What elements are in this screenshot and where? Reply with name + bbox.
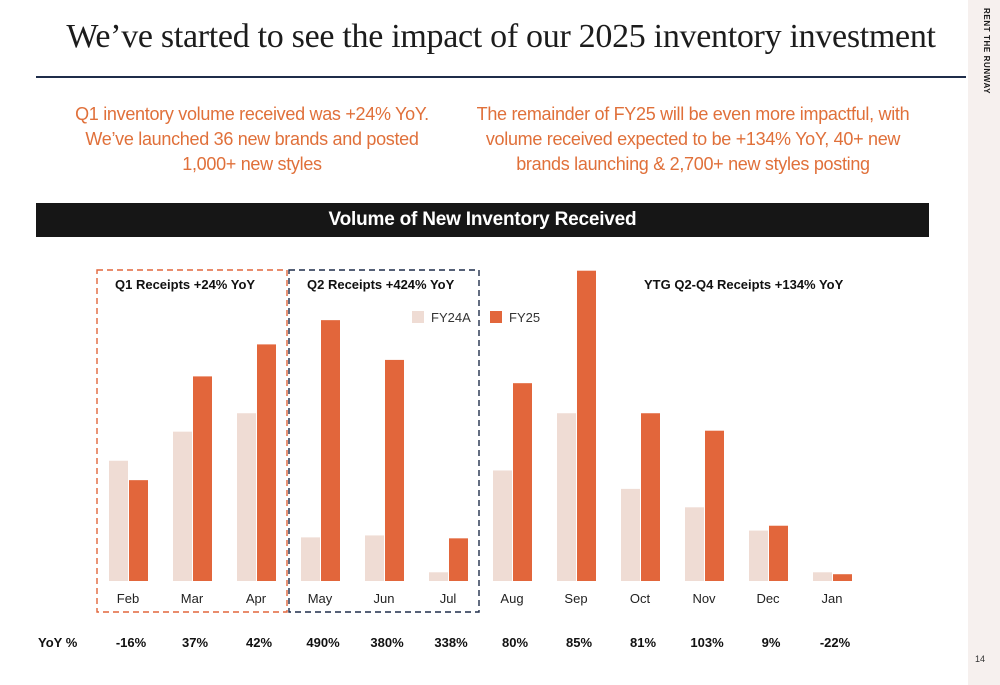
page-number: 14	[974, 654, 985, 664]
title-rule	[36, 76, 966, 78]
legend-swatch-fy25	[490, 311, 502, 323]
bar-fy24a-sep	[557, 413, 576, 581]
bar-fy25-sep	[577, 270, 596, 581]
yoy-value-nov: 103%	[690, 635, 724, 650]
quarter-box-0	[96, 269, 288, 613]
bar-fy24a-nov	[685, 507, 704, 581]
yoy-value-jun: 380%	[370, 635, 404, 650]
month-label-apr: Apr	[246, 591, 267, 606]
yoy-value-jul: 338%	[434, 635, 468, 650]
month-label-sep: Sep	[564, 591, 587, 606]
bar-fy24a-mar	[173, 431, 192, 581]
bar-fy25-jan	[833, 574, 852, 581]
callout-q1: Q1 inventory volume received was +24% Yo…	[75, 104, 429, 175]
yoy-value-may: 490%	[306, 635, 340, 650]
month-label-aug: Aug	[500, 591, 523, 606]
bar-fy25-jun	[385, 359, 404, 581]
yoy-value-dec: 9%	[762, 635, 781, 650]
month-label-feb: Feb	[117, 591, 139, 606]
bar-fy25-feb	[129, 480, 148, 581]
bar-fy25-oct	[641, 413, 660, 581]
legend-label-fy24a: FY24A	[431, 310, 471, 325]
bar-fy25-nov	[705, 430, 724, 581]
bar-fy25-apr	[257, 344, 276, 581]
yoy-value-mar: 37%	[182, 635, 208, 650]
bar-fy24a-jun	[365, 535, 384, 581]
bar-fy24a-dec	[749, 530, 768, 581]
bar-fy24a-aug	[493, 470, 512, 581]
quarter-label-0: Q1 Receipts +24% YoY	[115, 277, 255, 292]
yoy-row-label: YoY %	[38, 635, 78, 650]
month-label-nov: Nov	[692, 591, 716, 606]
bar-fy25-dec	[769, 525, 788, 581]
slide-title: We’ve started to see the impact of our 2…	[66, 18, 936, 55]
bar-fy24a-feb	[109, 460, 128, 581]
yoy-value-jan: -22%	[820, 635, 851, 650]
yoy-value-feb: -16%	[116, 635, 147, 650]
month-label-dec: Dec	[756, 591, 780, 606]
month-label-jun: Jun	[374, 591, 395, 606]
month-label-may: May	[308, 591, 333, 606]
month-label-oct: Oct	[630, 591, 651, 606]
yoy-value-aug: 80%	[502, 635, 528, 650]
month-label-jul: Jul	[440, 591, 457, 606]
bar-fy25-may	[321, 320, 340, 581]
side-band	[968, 0, 1000, 685]
ytg-label: YTG Q2-Q4 Receipts +134% YoY	[644, 277, 844, 292]
yoy-value-oct: 81%	[630, 635, 656, 650]
bar-fy24a-apr	[237, 413, 256, 581]
brand-logo-text: RENT THE RUNWAY	[982, 8, 991, 95]
bar-fy25-jul	[449, 538, 468, 581]
legend-label-fy25: FY25	[509, 310, 540, 325]
bar-fy24a-jan	[813, 572, 832, 581]
quarter-box-1	[288, 269, 480, 613]
bar-fy25-aug	[513, 383, 532, 581]
bar-fy24a-oct	[621, 488, 640, 581]
yoy-value-apr: 42%	[246, 635, 272, 650]
bar-fy24a-jul	[429, 572, 448, 581]
month-label-jan: Jan	[822, 591, 843, 606]
chart-title: Volume of New Inventory Received	[328, 209, 637, 230]
bar-fy24a-may	[301, 537, 320, 581]
legend-swatch-fy24a	[412, 311, 424, 323]
bar-fy25-mar	[193, 376, 212, 581]
chart-title-band: Volume of New Inventory Received	[36, 203, 929, 237]
yoy-value-sep: 85%	[566, 635, 592, 650]
month-label-mar: Mar	[181, 591, 204, 606]
quarter-label-1: Q2 Receipts +424% YoY	[307, 277, 455, 292]
callout-fy25: The remainder of FY25 will be even more …	[476, 104, 910, 175]
